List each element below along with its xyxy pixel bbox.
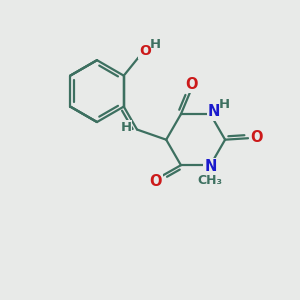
Text: N: N	[208, 104, 220, 119]
Text: CH₃: CH₃	[198, 174, 223, 187]
Text: O: O	[139, 44, 151, 58]
Text: N: N	[204, 159, 217, 174]
Text: H: H	[150, 38, 161, 51]
Text: O: O	[185, 77, 198, 92]
Text: O: O	[149, 174, 162, 189]
Text: H: H	[219, 98, 230, 111]
Text: O: O	[250, 130, 262, 145]
Text: H: H	[120, 121, 131, 134]
